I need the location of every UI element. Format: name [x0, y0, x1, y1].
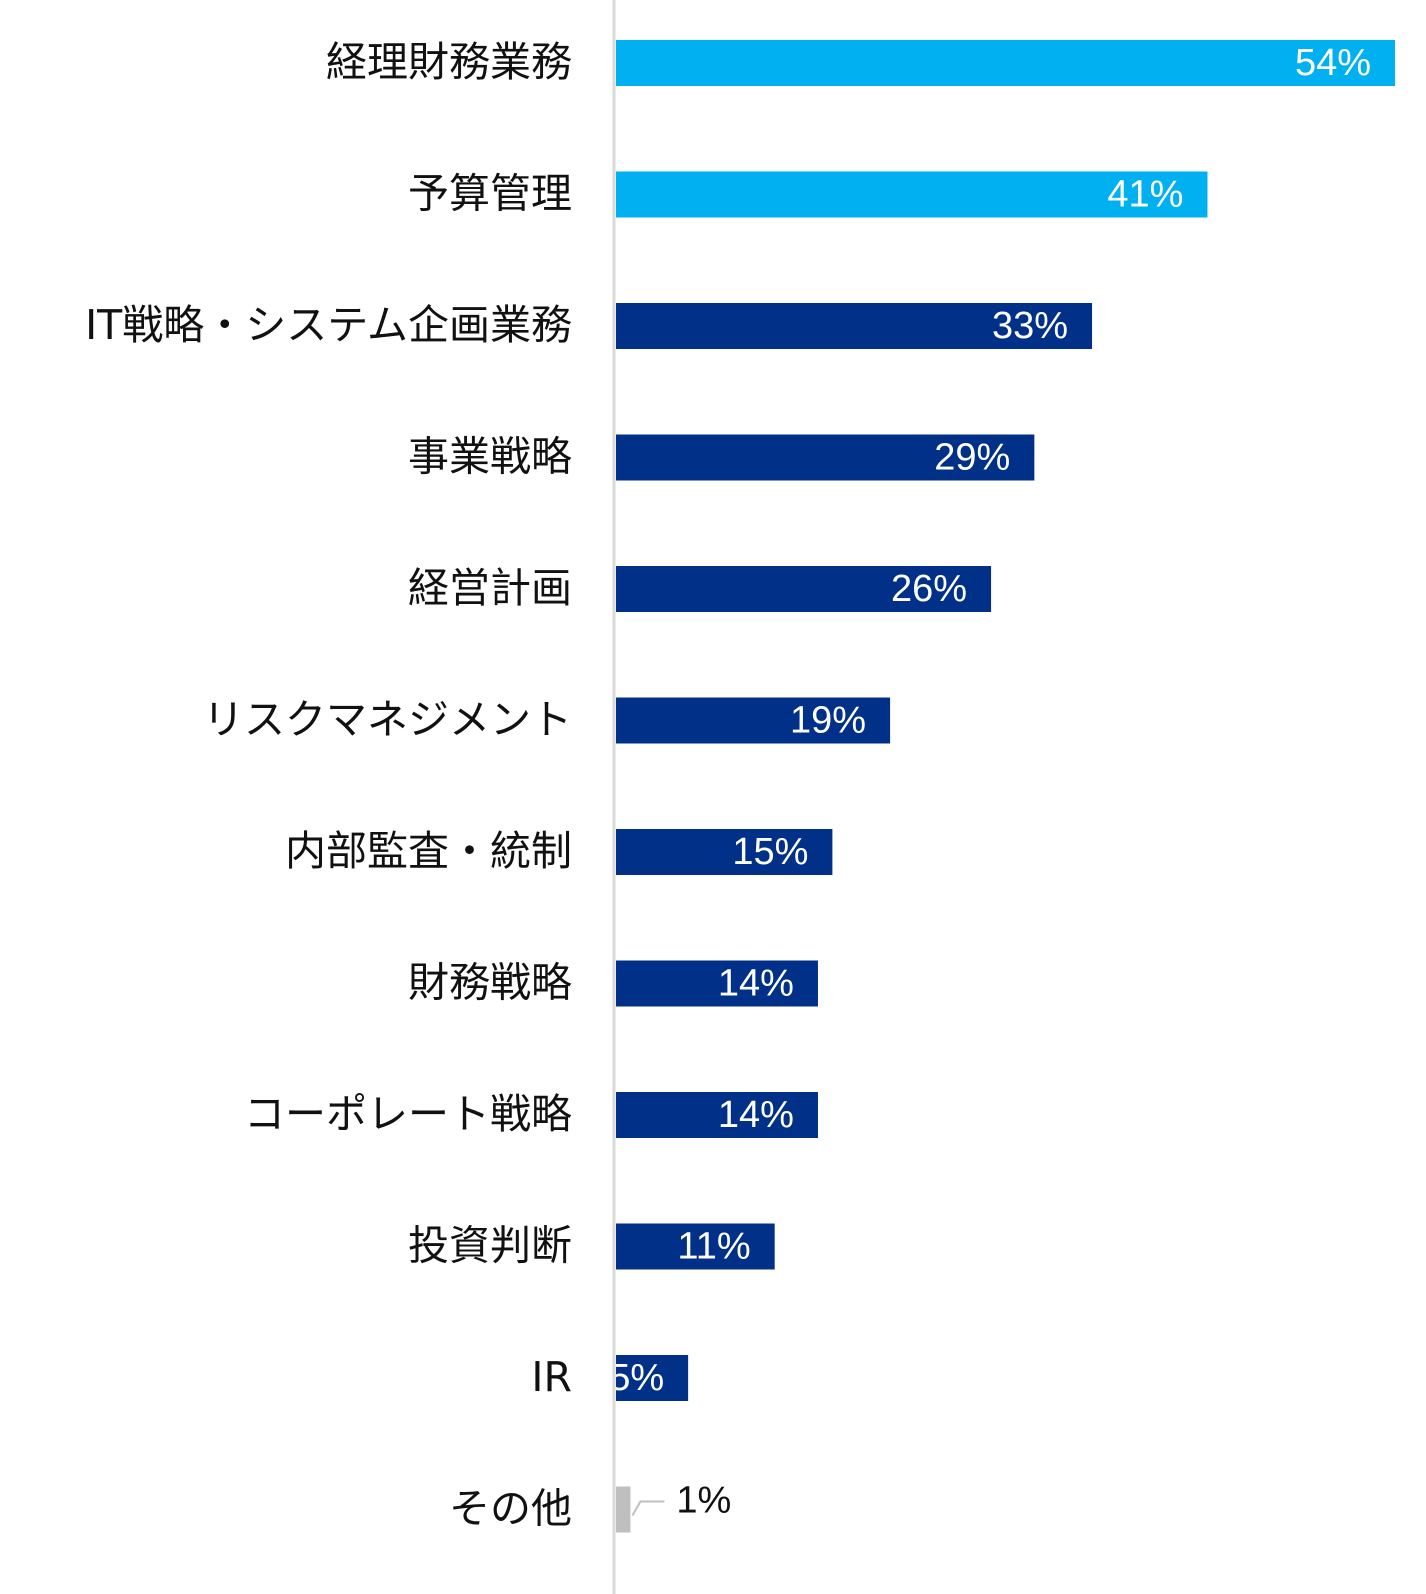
value-label: 26%: [891, 568, 967, 610]
bar: [616, 171, 1208, 218]
value-label: 29%: [934, 437, 1010, 479]
category-label: 内部監査・統制: [285, 827, 572, 875]
bar: [616, 303, 1093, 349]
bar: [616, 960, 818, 1007]
category-label: 予算管理: [408, 170, 572, 218]
category-label: コーポレート戦略: [244, 1090, 572, 1138]
value-label: 14%: [718, 1094, 794, 1136]
category-label: IT戦略・システム企画業務: [85, 301, 572, 349]
bar: [616, 829, 833, 875]
bar: [616, 434, 1035, 481]
value-label: 54%: [1295, 42, 1371, 84]
bar: [616, 1092, 818, 1138]
bar: [616, 1486, 631, 1533]
value-label: 41%: [1107, 174, 1183, 216]
bar: [616, 40, 1395, 86]
bar: [616, 1355, 689, 1401]
category-label: IR: [531, 1353, 572, 1401]
category-label: 事業戦略: [408, 433, 572, 481]
value-label: 14%: [718, 963, 794, 1005]
category-label: 経営計画: [408, 564, 572, 612]
bar: [616, 566, 992, 612]
value-label: 19%: [790, 700, 866, 742]
bar: [616, 1223, 775, 1270]
value-label: 11%: [677, 1226, 750, 1268]
category-label: 投資判断: [408, 1222, 572, 1270]
value-label: 5%: [609, 1357, 664, 1399]
category-label: 経理財務業務: [326, 38, 572, 86]
value-label: 1%: [676, 1480, 731, 1522]
value-label: 33%: [992, 305, 1068, 347]
value-label: 15%: [732, 831, 808, 873]
category-label: その他: [449, 1485, 572, 1533]
bar: [616, 697, 891, 744]
leader-line: [631, 1500, 665, 1516]
category-label: リスクマネジメント: [203, 696, 572, 744]
category-label: 財務戦略: [408, 959, 572, 1007]
